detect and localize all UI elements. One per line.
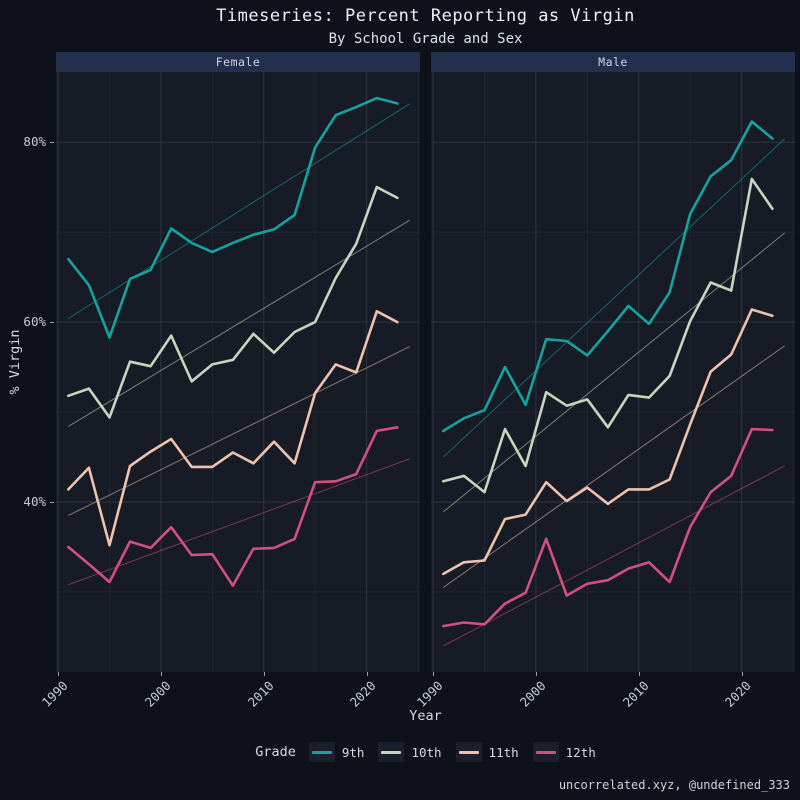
y-tick-label: 40% [23,493,46,509]
legend-title: Grade [255,744,296,760]
facet-panel-female [56,72,420,672]
legend-key-11th [455,742,482,762]
legend-swatch-11th [458,750,479,754]
x-tick-label: 2000 [516,678,549,710]
trend-line-10th [68,219,410,427]
legend-item-9th: 9th [308,742,365,762]
chart-title: Timeseries: Percent Reporting as Virgin [216,6,635,26]
series-line-10th-female [67,185,399,419]
y-tick-label: 60% [23,314,46,330]
series-line-12th-male [442,427,774,628]
series-line-9th-female [67,96,399,339]
series-line-10th-male [442,177,774,494]
caption: uncorrelated.xyz, @undefined_333 [558,778,790,792]
legend-item-11th: 11th [455,742,519,762]
trend-line-11th [443,345,786,588]
x-tick-mark [638,672,640,676]
x-tick-label: 2000 [141,678,174,710]
chart-subtitle: By School Grade and Sex [328,31,523,47]
x-tick-mark [535,672,537,676]
trend-line-10th [443,232,786,513]
x-tick-mark [741,672,743,676]
series-line-11th-male [442,308,774,576]
y-tick-label: 80% [23,134,46,150]
x-tick-label: 2010 [619,678,652,710]
trend-line-12th [68,458,410,586]
legend-swatch-9th [311,750,332,754]
y-tick-mark [50,322,54,324]
legend-label-10th: 10th [411,744,442,760]
legend-label-12th: 12th [565,744,596,760]
series-line-11th-female [67,310,399,547]
legend-swatch-12th [535,750,556,754]
legend-key-9th [308,742,335,762]
x-tick-label: 2020 [347,678,380,710]
x-tick-label: 2020 [722,678,755,710]
y-tick-mark [50,501,54,503]
x-tick-mark [433,672,435,676]
x-tick-mark [263,672,265,676]
legend-key-10th [378,742,405,762]
facet-strip-female: Female [56,52,420,72]
y-tick-mark [50,142,54,144]
trend-line-9th [68,103,410,319]
x-tick-mark [160,672,162,676]
trend-line-9th [442,138,786,458]
legend-label-11th: 11th [488,744,519,760]
legend-item-12th: 12th [532,742,596,762]
legend: Grade 9th 10th 11th 12th [56,742,795,762]
legend-key-12th [532,742,559,762]
x-tick-label: 2010 [244,678,277,710]
legend-swatch-10th [381,750,402,754]
x-tick-mark [366,672,368,676]
x-axis-title: Year [409,708,442,724]
series-line-12th-female [67,426,399,587]
legend-item-10th: 10th [378,742,442,762]
legend-label-9th: 9th [341,744,365,760]
x-tick-label: 1990 [413,678,446,710]
facet-strip-male: Male [431,52,795,72]
y-axis-title-text: % Virgin [7,329,23,395]
x-tick-label: 1990 [38,678,71,710]
facet-panel-male [431,72,795,672]
trend-line-12th [443,465,785,647]
legend-items: 9th 10th 11th 12th [308,742,596,762]
x-tick-mark [58,672,60,676]
series-line-9th-male [442,120,774,433]
